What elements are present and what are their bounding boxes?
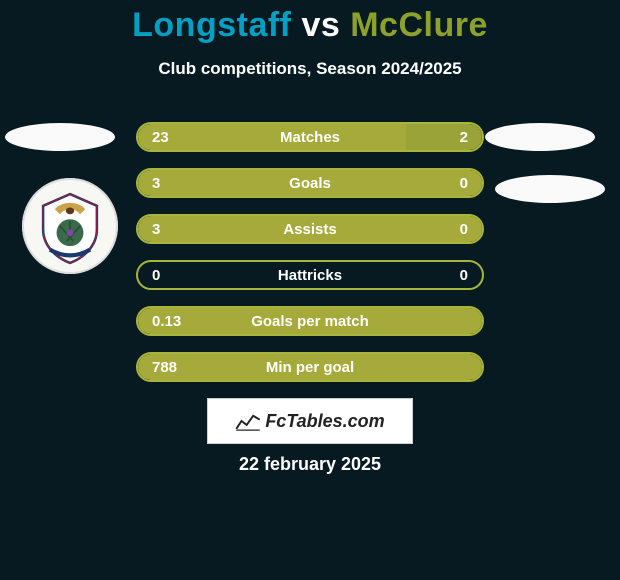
stat-row: 0.13Goals per match [136,306,484,336]
stat-value-left: 23 [138,129,206,146]
club-crest-icon [28,184,112,268]
brand-text: FcTables.com [265,411,384,432]
stat-row: 3Assists0 [136,214,484,244]
player1-club-crest [22,178,118,274]
stats-container: 23Matches23Goals03Assists00Hattricks00.1… [136,122,484,398]
brand-box[interactable]: FcTables.com [207,398,413,444]
date-text: 22 february 2025 [0,454,620,475]
stat-value-left: 0.13 [138,313,206,330]
player2-club-oval [495,175,605,203]
stat-value-right: 0 [414,175,482,192]
stat-value-left: 788 [138,359,206,376]
brand-chart-icon [235,410,261,432]
stat-value-right: 0 [414,267,482,284]
stat-value-right: 2 [414,129,482,146]
player2-oval [485,123,595,151]
stat-row: 0Hattricks0 [136,260,484,290]
page-title: Longstaff vs McClure [0,0,620,45]
stat-row: 3Goals0 [136,168,484,198]
player1-oval [5,123,115,151]
stat-row: 23Matches2 [136,122,484,152]
stat-value-left: 3 [138,221,206,238]
subtitle: Club competitions, Season 2024/2025 [0,59,620,79]
player2-name: McClure [350,6,488,44]
stat-label: Goals per match [206,313,414,330]
stat-label: Hattricks [206,267,414,284]
vs-text: vs [292,6,351,44]
stat-value-left: 0 [138,267,206,284]
stat-label: Assists [206,221,414,238]
player1-name: Longstaff [132,6,291,44]
stat-label: Goals [206,175,414,192]
stat-value-right: 0 [414,221,482,238]
stat-value-left: 3 [138,175,206,192]
stat-row: 788Min per goal [136,352,484,382]
stat-label: Matches [206,129,414,146]
stat-label: Min per goal [206,359,414,376]
